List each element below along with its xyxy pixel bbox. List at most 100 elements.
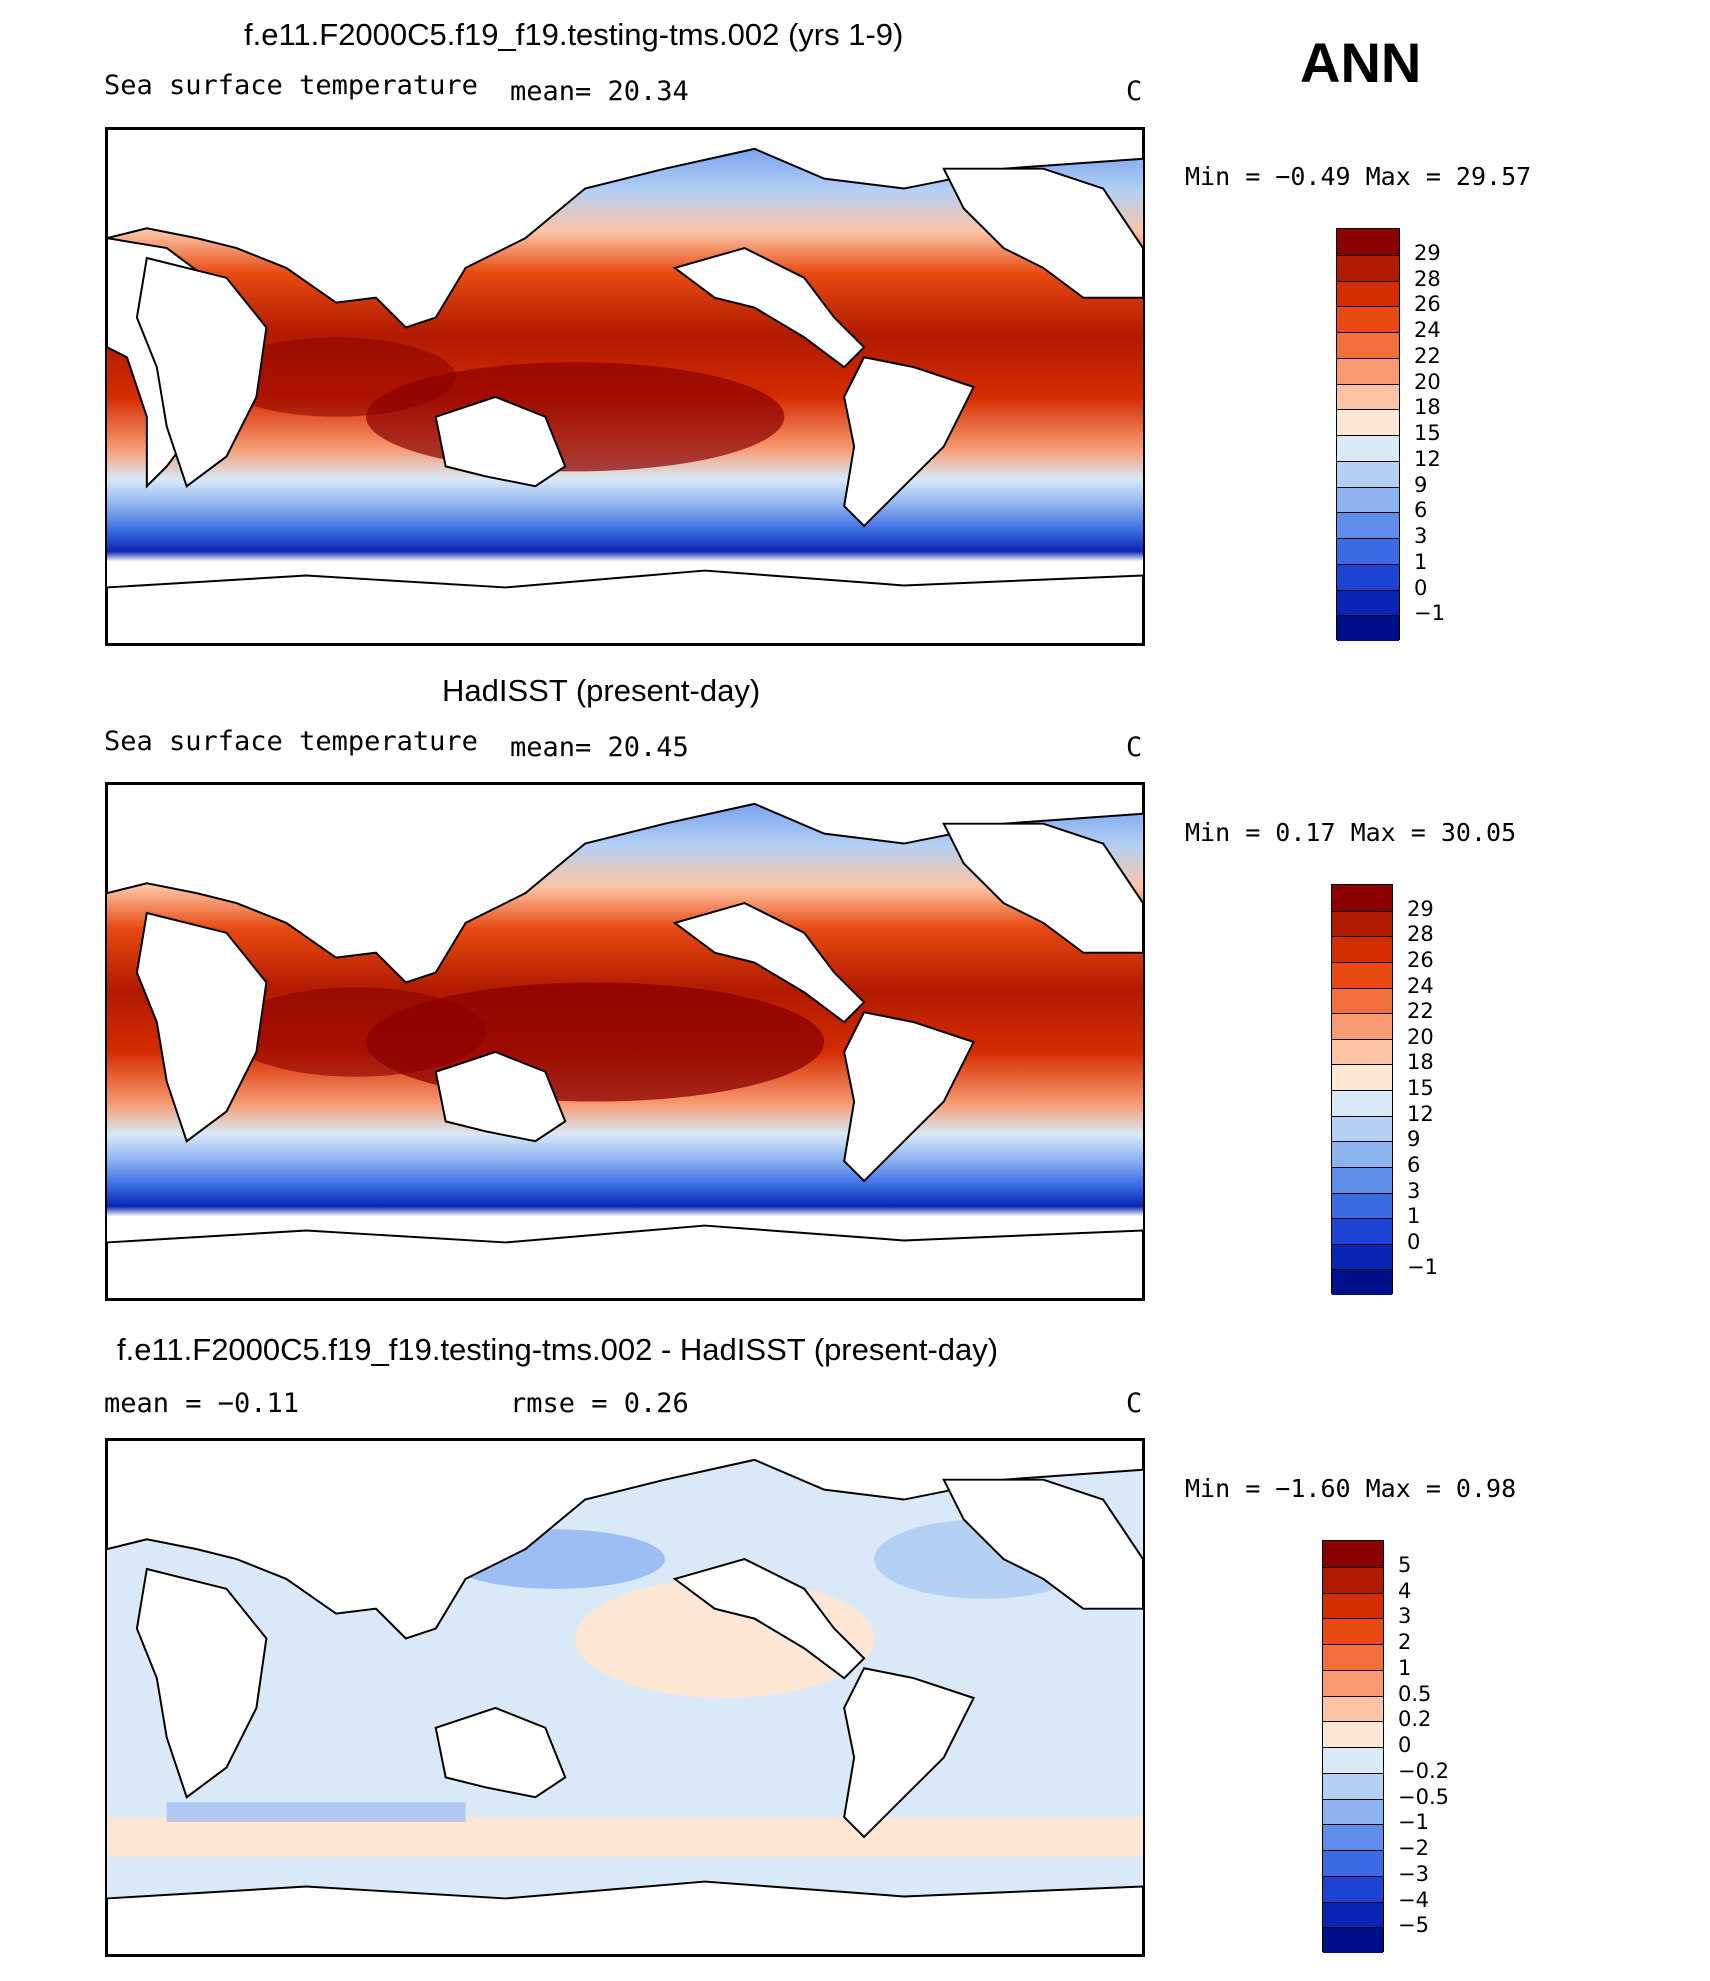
colorbar-2-box [1332,936,1392,962]
colorbar-1-box [1337,486,1399,513]
colorbar-3-label: −4 [1398,1887,1429,1912]
colorbar-2-box [1332,1269,1392,1295]
colorbar-1-label: 29 [1414,240,1441,265]
colorbar-3-label: 0.5 [1398,1681,1432,1706]
colorbar-2-box [1332,1141,1392,1167]
colorbar-1-label: 22 [1414,343,1441,368]
colorbar-1-label: 9 [1414,472,1428,497]
colorbar-2-label: 26 [1407,947,1434,972]
panel-1-minmax: Min = −0.49 Max = 29.57 [1185,162,1532,191]
colorbar-3-box [1323,1824,1383,1850]
colorbar-2-label: −1 [1407,1255,1438,1280]
colorbar-1-label: 12 [1414,446,1441,471]
colorbar-3-label: −3 [1398,1861,1429,1886]
colorbar-1-box [1337,409,1399,435]
panel-3-map [105,1438,1145,1957]
colorbar-3-box [1323,1566,1383,1593]
colorbar-3 [1322,1540,1384,1953]
continents [107,784,1143,1299]
colorbar-2 [1331,884,1393,1295]
colorbar-3-label: 0.2 [1398,1707,1432,1732]
colorbar-3-label: −0.5 [1398,1784,1449,1809]
colorbar-1-box [1337,306,1399,332]
colorbar-3-box [1323,1592,1383,1619]
colorbar-2-box [1332,961,1392,988]
colorbar-2-label: 12 [1407,1101,1434,1126]
colorbar-2-box [1332,987,1392,1014]
colorbar-1-label: 18 [1414,395,1441,420]
colorbar-2-label: 29 [1407,896,1434,921]
panel-2-title: HadISST (present-day) [442,673,761,708]
colorbar-1-box [1337,357,1399,384]
panel-3-title: f.e11.F2000C5.f19_f19.testing-tms.002 - … [117,1332,999,1367]
colorbar-2-label: 1 [1407,1204,1421,1229]
colorbar-2-label: 9 [1407,1127,1421,1152]
colorbar-1-box [1337,460,1399,487]
colorbar-3-label: 4 [1398,1578,1412,1603]
panel-1-mean: mean= 20.34 [510,76,689,107]
colorbar-3-label: −5 [1398,1913,1429,1938]
colorbar-2-label: 0 [1407,1229,1421,1254]
season-label: ANN [1300,31,1422,94]
colorbar-2-box [1332,1064,1392,1090]
panel-2-mean: mean= 20.45 [510,732,689,763]
colorbar-1-box [1337,332,1399,358]
colorbar-1-label: 6 [1414,498,1428,523]
colorbar-1-label: 20 [1414,369,1441,394]
colorbar-1-box [1337,589,1399,616]
colorbar-3-label: 0 [1398,1733,1412,1757]
colorbar-2-label: 3 [1407,1178,1421,1203]
colorbar-3-label: −0.2 [1398,1758,1449,1783]
colorbar-1-label: 0 [1414,575,1428,600]
colorbar-1-box [1337,512,1399,538]
panel-2-variable-label: Sea surface temperature [104,726,478,757]
colorbar-1-label: 3 [1414,524,1428,548]
colorbar-1-label: 24 [1414,318,1441,342]
colorbar-2-box [1332,910,1392,937]
colorbar-2-label: 6 [1407,1152,1421,1177]
colorbar-3-box [1323,1798,1383,1825]
panel-1-title: f.e11.F2000C5.f19_f19.testing-tms.002 (y… [244,17,904,52]
colorbar-3-box [1323,1669,1383,1696]
colorbar-3-box [1323,1644,1383,1670]
panel-3-units: C [1126,1388,1143,1419]
panel-3-mean: mean = −0.11 [104,1388,300,1419]
colorbar-3-box [1323,1875,1383,1902]
colorbar-1-box [1337,435,1399,461]
colorbar-1-box [1337,229,1399,255]
colorbar-2-box [1332,1115,1392,1142]
panel-1-map [105,127,1145,646]
panel-1-variable-label: Sea surface temperature [104,70,478,101]
panel-3-rmse: rmse = 0.26 [510,1388,689,1419]
colorbar-3-box [1323,1850,1383,1876]
colorbar-2-box [1332,1013,1392,1039]
colorbar-3-box [1323,1901,1383,1928]
colorbar-3-label: −1 [1398,1810,1429,1835]
colorbar-2-label: 24 [1407,973,1434,998]
colorbar-1-label: −1 [1414,601,1445,626]
colorbar-3-box [1323,1695,1383,1722]
colorbar-3-box [1323,1541,1383,1567]
colorbar-3-box [1323,1618,1383,1644]
colorbar-3-label: 2 [1398,1630,1412,1654]
colorbar-1-label: 28 [1414,266,1441,291]
colorbar-3-box [1323,1747,1383,1773]
colorbar-2-box [1332,1218,1392,1244]
colorbar-2-box [1332,885,1392,911]
colorbar-2-box [1332,1192,1392,1219]
colorbar-2-box [1332,1038,1392,1065]
colorbar-2-box [1332,1166,1392,1193]
colorbar-2-label: 15 [1407,1076,1434,1100]
panel-1-units: C [1126,76,1143,107]
colorbar-1 [1336,228,1400,641]
colorbar-2-label: 28 [1407,922,1434,947]
colorbar-1-label: 1 [1414,549,1428,574]
colorbar-3-box [1323,1772,1383,1799]
panel-2-units: C [1126,732,1143,763]
colorbar-1-label: 26 [1414,292,1441,317]
colorbar-3-label: −2 [1398,1836,1429,1860]
colorbar-1-box [1337,615,1399,641]
colorbar-1-label: 15 [1414,421,1441,445]
colorbar-2-box [1332,1243,1392,1270]
colorbar-2-label: 20 [1407,1024,1434,1049]
